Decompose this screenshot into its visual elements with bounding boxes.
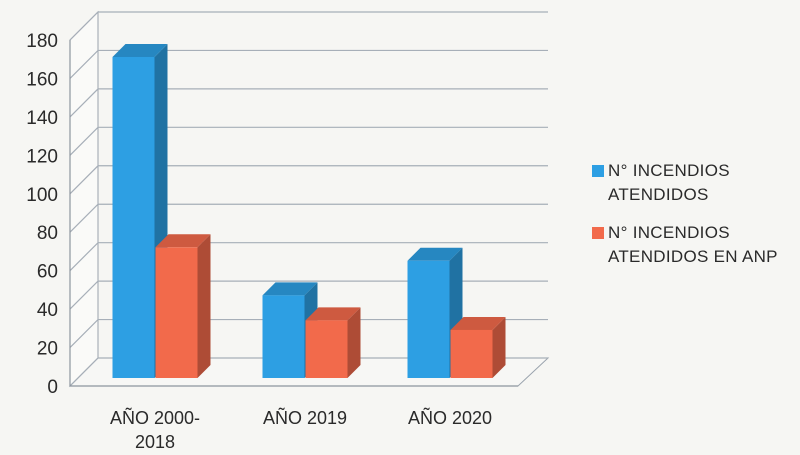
x-tick-label: AÑO 2000-: [110, 407, 200, 428]
bar-front: [155, 247, 198, 378]
bar-atendidos-2: [407, 247, 463, 378]
legend: N° INCENDIOS ATENDIDOS N° INCENDIOS ATENDID…: [592, 161, 778, 266]
bar-anp-2: [450, 316, 506, 378]
gridline-160: [69, 49, 548, 79]
legend-label: ATENDIDOS: [608, 185, 709, 204]
x-axis: AÑO 2000- 2018 AÑO 2019 AÑO 2020: [70, 385, 518, 452]
y-axis: 0 20 40 60 80 100 120 140 160 180: [26, 31, 71, 398]
gridline-100: [69, 165, 548, 195]
bar-front: [262, 295, 305, 378]
gridline-60: [69, 242, 548, 272]
y-tick-label: 60: [37, 262, 58, 283]
gridline-120: [69, 126, 548, 156]
y-tick-label: 20: [37, 339, 58, 360]
legend-swatch-1: [592, 227, 604, 239]
bar-top: [450, 316, 506, 330]
legend-label: ATENDIDOS EN ANP: [608, 247, 778, 266]
bar-top: [305, 307, 361, 321]
bar-top: [112, 43, 168, 57]
bar-front: [450, 329, 493, 378]
y-tick-label: 100: [26, 185, 58, 206]
gridline-20: [69, 318, 548, 348]
gridline-80: [69, 203, 548, 233]
bar-side: [492, 316, 506, 378]
bar-front: [407, 260, 450, 378]
bar-top: [155, 234, 211, 248]
gridline-40: [69, 280, 548, 310]
x-tick-label: 2018: [135, 432, 175, 452]
bar-top: [407, 247, 463, 261]
x-tick-label: AÑO 2019: [263, 407, 347, 428]
x-tick-label: AÑO 2020: [408, 407, 492, 428]
bars: [112, 43, 506, 378]
bar-anp-1: [305, 307, 361, 378]
legend-swatch-0: [592, 165, 604, 177]
bar-anp-0: [155, 234, 211, 378]
bar-side: [197, 234, 211, 378]
gridline-140: [69, 88, 548, 118]
bar-top: [262, 282, 318, 296]
y-tick-label: 80: [37, 223, 58, 244]
y-tick-label: 160: [26, 69, 58, 90]
bar-front: [112, 56, 155, 378]
legend-label: N° INCENDIOS: [608, 161, 730, 180]
bar-front: [305, 320, 348, 378]
y-tick-label: 180: [26, 31, 58, 52]
y-tick-label: 40: [37, 300, 58, 321]
legend-label: N° INCENDIOS: [608, 223, 730, 242]
y-tick-label: 120: [26, 146, 58, 167]
gridline-0: [69, 357, 548, 387]
y-tick-label: 0: [47, 377, 58, 398]
gridlines: [69, 11, 548, 387]
gridline-180: [69, 11, 548, 41]
y-tick-label: 140: [26, 108, 58, 129]
side-wall: [69, 10, 99, 388]
bar-side: [347, 307, 361, 378]
